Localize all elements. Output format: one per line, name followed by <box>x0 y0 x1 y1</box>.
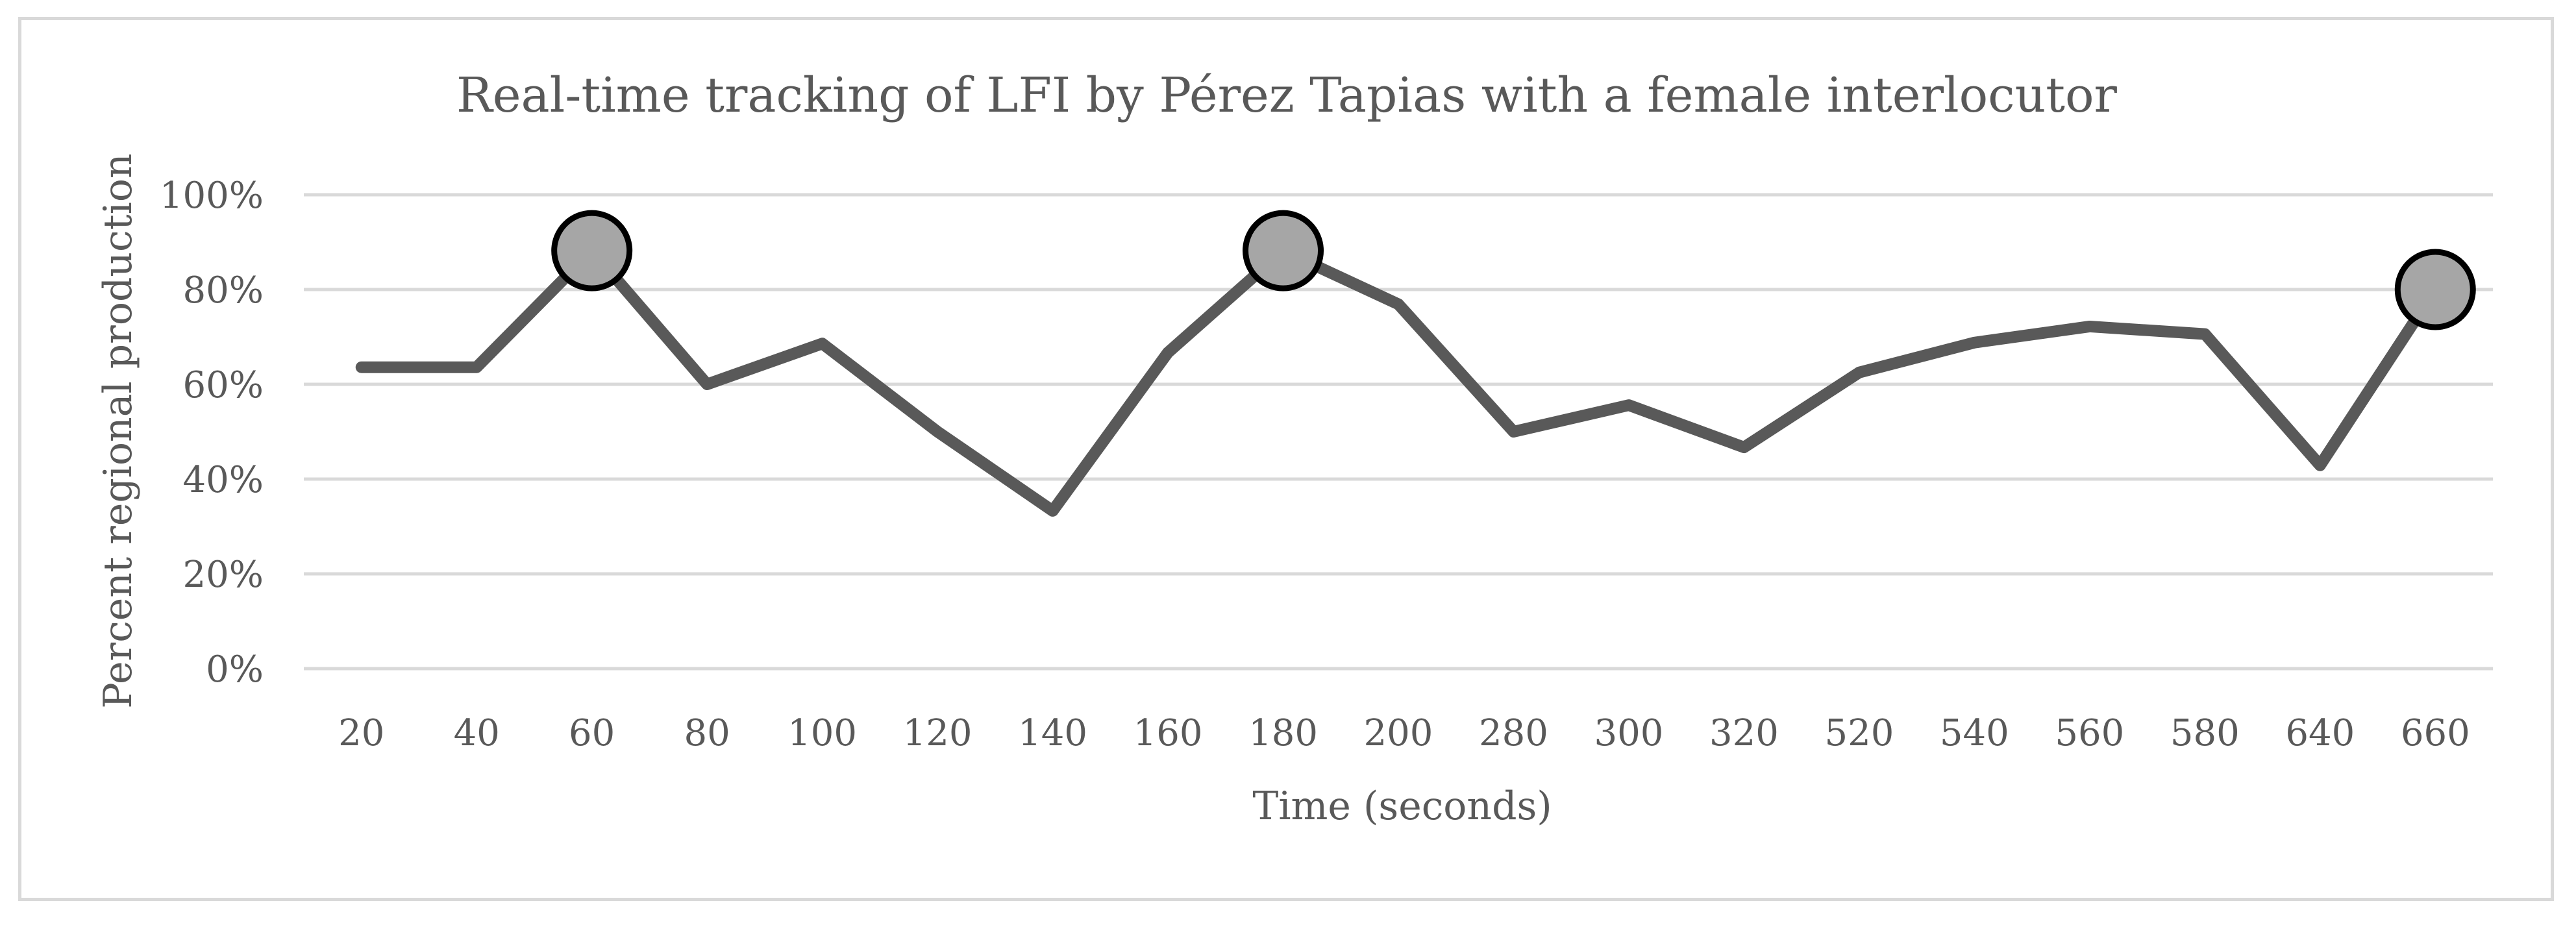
x-tick-label: 140 <box>1018 712 1087 754</box>
highlight-marker <box>1243 210 1324 291</box>
highlight-markers <box>551 210 2476 330</box>
y-tick-label: 40% <box>183 459 264 501</box>
x-axis-ticks: 20 40 60 80 100 120 140 160 180 200 280 300 320 520 54… <box>338 712 2470 754</box>
x-tick-label: 200 <box>1364 712 1433 754</box>
y-axis-ticks: 0% 20% 40% 60% 80% 100% <box>160 175 264 691</box>
x-tick-label: 580 <box>2170 712 2240 754</box>
chart-title: Real-time tracking of LFI by Pérez Tapia… <box>456 68 2118 123</box>
highlight-marker <box>551 210 633 291</box>
x-tick-label: 40 <box>454 712 500 754</box>
x-tick-label: 180 <box>1248 712 1318 754</box>
x-axis-title: Time (seconds) <box>1252 784 1552 829</box>
gridlines <box>304 193 2493 671</box>
x-tick-label: 640 <box>2285 712 2355 754</box>
y-axis-title: Percent regional production <box>95 153 141 708</box>
x-tick-label: 660 <box>2401 712 2470 754</box>
x-tick-label: 520 <box>1824 712 1894 754</box>
series-line <box>355 245 2442 517</box>
x-tick-label: 300 <box>1594 712 1664 754</box>
y-tick-label: 80% <box>183 269 264 312</box>
x-tick-label: 100 <box>787 712 857 754</box>
x-tick-label: 120 <box>903 712 972 754</box>
series-layer <box>355 245 2442 517</box>
highlight-marker <box>2394 249 2476 330</box>
x-tick-label: 80 <box>684 712 730 754</box>
x-tick-label: 560 <box>2055 712 2124 754</box>
x-tick-label: 320 <box>1709 712 1779 754</box>
y-tick-label: 20% <box>183 554 264 596</box>
x-tick-label: 540 <box>1940 712 2009 754</box>
chart-frame <box>18 17 2554 901</box>
y-tick-label: 0% <box>206 649 264 691</box>
y-tick-label: 100% <box>160 175 264 217</box>
x-tick-label: 60 <box>569 712 615 754</box>
x-tick-label: 20 <box>338 712 384 754</box>
x-tick-label: 160 <box>1133 712 1203 754</box>
x-tick-label: 280 <box>1479 712 1548 754</box>
y-tick-label: 60% <box>183 364 264 406</box>
